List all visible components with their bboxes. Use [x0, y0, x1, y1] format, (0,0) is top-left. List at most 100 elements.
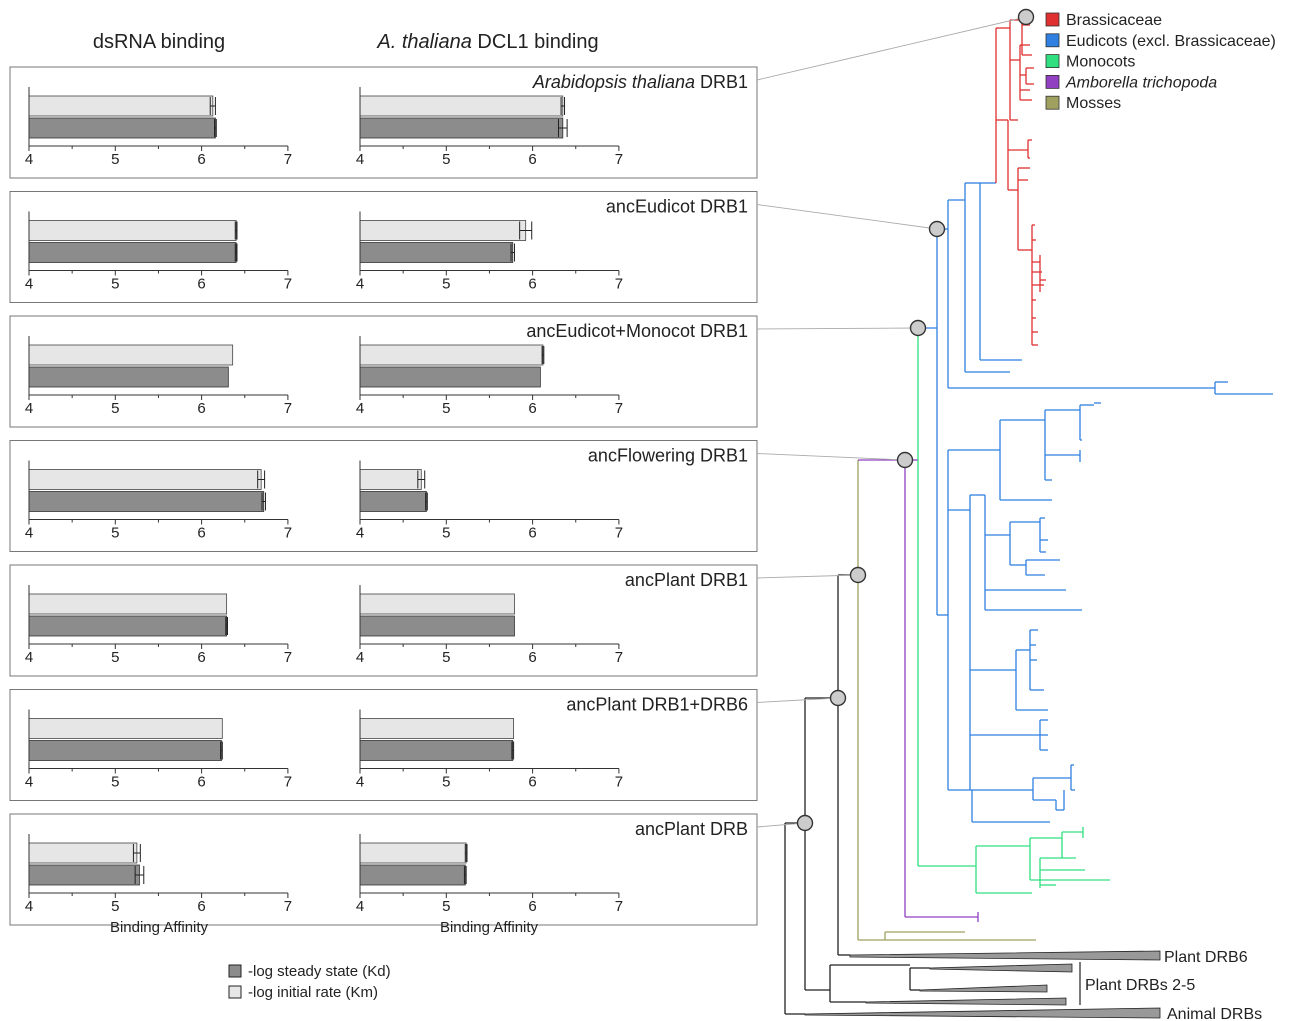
clade-legend-label: Mosses [1066, 95, 1121, 112]
x-tick-label: 5 [111, 525, 119, 542]
x-tick-label: 4 [25, 276, 33, 293]
panel-label: ancPlant DRB1+DRB6 [566, 695, 748, 715]
panel-5: ancPlant DRB1+DRB6 4 5 6 7 4 5 6 7 [9, 689, 758, 801]
ancestral-node-marker [849, 566, 867, 584]
x-tick-label: 4 [25, 400, 33, 417]
dcl1-km-bar [359, 718, 515, 739]
dsRNA-kd-bar [28, 864, 140, 886]
dsrna-axis-title: Binding Affinity [110, 919, 209, 936]
panel-node-connector [756, 574, 859, 579]
dsRNA-kd-bar [28, 242, 237, 263]
kd-legend-swatch [228, 964, 242, 978]
clade-legend-label: Monocots [1066, 54, 1135, 71]
panel-label: ancEudicot+Monocot DRB1 [526, 321, 748, 341]
ancestral-node-marker [829, 689, 847, 707]
x-tick-label: 6 [197, 898, 205, 915]
dcl1-km-bar [359, 593, 515, 615]
panel-label: ancPlant DRB1 [625, 570, 748, 590]
clade-legend-swatch [1045, 54, 1060, 68]
panel-label-italic: Arabidopsis thaliana [532, 72, 695, 92]
dsRNA-km-bar [28, 842, 138, 864]
x-tick-label: 5 [442, 525, 450, 542]
panel-3: ancFlowering DRB1 4 5 6 7 4 5 6 7 [9, 440, 758, 552]
x-tick-label: 7 [284, 400, 292, 417]
dcl1-title-rest: DCL1 binding [472, 31, 599, 53]
dsRNA-km-bar [28, 95, 214, 117]
x-tick-label: 5 [442, 400, 450, 417]
dsRNA-kd-bar [28, 117, 216, 139]
panel-frame [9, 689, 758, 801]
x-tick-label: 4 [356, 649, 364, 666]
dcl1-title-species: A. thaliana [376, 31, 472, 53]
dcl1-binding-title: A. thaliana DCL1 binding [376, 31, 598, 53]
dsRNA-km-bar [28, 344, 234, 366]
dcl1-km-bar [359, 220, 527, 241]
ancestral-node-marker [928, 220, 946, 238]
x-tick-label: 6 [528, 649, 536, 666]
x-tick-label: 4 [25, 151, 33, 168]
x-tick-label: 6 [528, 898, 536, 915]
animal-drb-wedge [804, 1007, 1161, 1019]
panel-node-connector [756, 204, 938, 230]
panel-1: ancEudicot DRB1 4 5 6 7 4 5 6 7 [9, 191, 758, 303]
x-tick-label: 7 [615, 276, 623, 293]
x-tick-label: 4 [25, 774, 33, 791]
x-tick-label: 5 [111, 649, 119, 666]
panel-label-plain: ancFlowering DRB1 [588, 446, 748, 466]
dsRNA-km-bar [28, 718, 223, 739]
x-tick-label: 5 [442, 649, 450, 666]
dcl1-kd-bar [359, 242, 514, 263]
x-tick-label: 6 [528, 525, 536, 542]
x-tick-label: 6 [197, 649, 205, 666]
dsrna-binding-title: dsRNA binding [93, 31, 225, 53]
ancestral-node-marker [796, 814, 814, 832]
x-tick-label: 4 [356, 276, 364, 293]
panel-2: ancEudicot+Monocot DRB1 4 5 6 7 4 5 6 7 [9, 315, 758, 428]
x-tick-label: 6 [197, 400, 205, 417]
dsRNA-kd-bar [28, 366, 229, 388]
kd-legend-label: -log steady state (Kd) [248, 963, 391, 980]
x-tick-label: 4 [356, 898, 364, 915]
x-tick-label: 4 [356, 774, 364, 791]
x-tick-label: 7 [615, 400, 623, 417]
x-tick-label: 4 [356, 151, 364, 168]
ancestral-node-marker [909, 319, 927, 337]
x-tick-label: 4 [356, 400, 364, 417]
x-tick-label: 6 [528, 400, 536, 417]
x-tick-label: 5 [442, 774, 450, 791]
dcl1-kd-bar [359, 491, 427, 512]
panel-frame [9, 66, 758, 179]
panel-label-plain: ancPlant DRB [635, 819, 748, 839]
x-tick-label: 6 [197, 151, 205, 168]
panel-0: Arabidopsis thaliana DRB1 4 5 6 7 4 5 6 7 [9, 66, 758, 179]
panel-label-plain: DRB1 [695, 72, 748, 92]
clade-legend-swatch [1045, 75, 1060, 89]
panel-node-connector [756, 16, 1027, 81]
panel-frame [9, 564, 758, 677]
x-tick-label: 7 [615, 525, 623, 542]
dcl1-km-bar [359, 344, 544, 366]
x-tick-label: 7 [615, 151, 623, 168]
dsRNA-km-bar [28, 220, 237, 241]
clade-legend-label: Eudicots (excl. Brassicaceae) [1066, 33, 1276, 50]
ancestral-node-marker [1017, 8, 1035, 26]
panel-label-plain: ancEudicot+Monocot DRB1 [526, 321, 748, 341]
panel-6: ancPlant DRB 4 5 6 7 4 5 6 7 [9, 813, 758, 926]
panel-frame [9, 315, 758, 428]
x-tick-label: 7 [284, 276, 292, 293]
plant-drb6-wedge [849, 950, 1161, 961]
x-tick-label: 5 [111, 151, 119, 168]
clade-legend-label: Brassicaceae [1066, 12, 1162, 29]
x-tick-label: 5 [111, 774, 119, 791]
x-tick-label: 7 [284, 525, 292, 542]
panel-node-connector [756, 697, 839, 703]
x-tick-label: 7 [615, 774, 623, 791]
km-legend-swatch [228, 985, 242, 999]
plant-drb25-label: Plant DRBs 2-5 [1085, 977, 1195, 994]
panel-node-connector [756, 327, 919, 330]
x-tick-label: 7 [615, 649, 623, 666]
dcl1-km-bar [359, 95, 564, 117]
plant-drb6-label: Plant DRB6 [1164, 949, 1248, 966]
animal-drb-label: Animal DRBs [1167, 1006, 1262, 1021]
x-tick-label: 6 [197, 774, 205, 791]
